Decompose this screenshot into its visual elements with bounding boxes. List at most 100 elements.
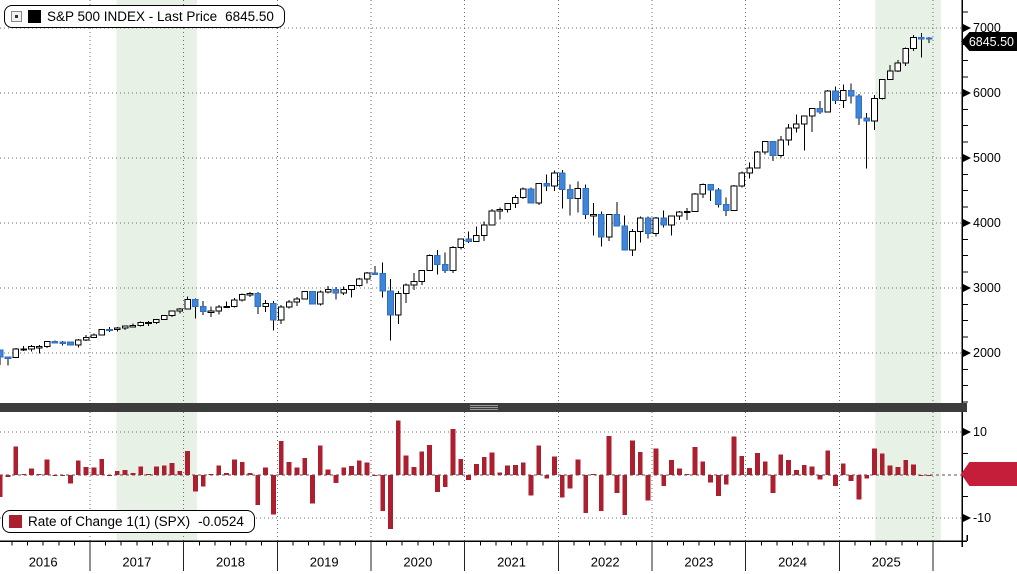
roc-bar: [388, 475, 393, 529]
roc-bar: [380, 475, 386, 512]
candle-body: [637, 217, 644, 232]
candle-body: [309, 291, 316, 305]
roc-bar: [153, 466, 159, 475]
candle-body: [441, 263, 449, 271]
candle-body: [457, 238, 465, 249]
roc-bar: [395, 420, 401, 475]
roc-bar: [263, 467, 269, 475]
roc-bar: [341, 467, 347, 475]
roc-bar: [653, 448, 659, 475]
roc-bar: [926, 475, 932, 476]
roc-bar: [559, 475, 565, 498]
candle-body: [894, 62, 902, 72]
candle-body: [512, 196, 519, 205]
roc-bar: [794, 470, 799, 475]
roc-bar: [0, 475, 3, 497]
roc-bar: [294, 467, 300, 475]
roc-bar: [879, 453, 885, 475]
candle-body: [855, 95, 863, 119]
candle-body: [426, 255, 433, 271]
roc-series-legend[interactable]: Rate of Change 1(1) (SPX) -0.0524: [2, 510, 255, 533]
roc-bar: [630, 440, 635, 475]
roc-bar: [528, 475, 534, 496]
candle-body: [20, 348, 27, 351]
candle-body: [410, 281, 418, 286]
roc-bar: [310, 475, 315, 504]
candle-body: [621, 225, 629, 251]
roc-bar: [864, 475, 870, 479]
roc-bar: [239, 461, 245, 475]
roc-bar: [161, 465, 167, 475]
candle-body: [676, 211, 683, 217]
roc-bar: [216, 465, 222, 475]
roc-bar: [44, 459, 50, 475]
legend-collapse-icon[interactable]: [11, 11, 22, 22]
candle-body: [808, 107, 816, 117]
roc-bar: [255, 475, 261, 505]
candle-body: [683, 210, 691, 214]
roc-bar: [442, 475, 448, 487]
candle-body: [114, 327, 121, 330]
roc-bar: [505, 465, 511, 475]
roc-bar: [918, 475, 924, 476]
roc-value-tag: [961, 462, 1017, 486]
candle-body: [90, 334, 98, 338]
roc-bar: [645, 475, 651, 501]
candle-body: [129, 325, 137, 328]
price-axis-label: 6000: [973, 86, 1001, 100]
main-series-label: S&P 500 INDEX - Last Price: [47, 9, 218, 24]
candle-body: [871, 98, 878, 122]
last-price-tag: 6845.50: [961, 32, 1017, 51]
roc-bar: [692, 447, 698, 475]
roc-bar: [887, 465, 893, 475]
axis-arrow-icon: [963, 219, 971, 227]
roc-bar: [458, 459, 464, 475]
candle-body: [769, 140, 777, 157]
roc-bar: [755, 452, 760, 475]
roc-bar: [661, 475, 667, 487]
candle-body: [168, 310, 176, 317]
roc-bar: [185, 450, 190, 475]
roc-bar: [489, 452, 495, 475]
candle-body: [106, 328, 113, 332]
candle-body: [418, 269, 426, 283]
candle-body: [379, 272, 387, 292]
roc-bar: [247, 473, 253, 475]
roc-bar: [419, 451, 425, 475]
candle-body: [473, 234, 480, 243]
roc-bar: [75, 460, 81, 475]
roc-bar: [36, 474, 42, 475]
roc-bar: [434, 475, 440, 492]
candle-body: [582, 188, 589, 215]
roc-bar: [411, 467, 417, 475]
candle-body: [707, 184, 714, 191]
roc-bar: [169, 462, 175, 475]
main-series-legend[interactable]: S&P 500 INDEX - Last Price 6845.50: [4, 5, 285, 28]
roc-bar: [13, 446, 19, 475]
roc-series-swatch: [9, 515, 22, 528]
roc-bar: [911, 464, 916, 475]
roc-bar: [317, 445, 323, 475]
roc-bar: [833, 475, 838, 486]
candle-body: [348, 285, 355, 290]
roc-bar: [271, 475, 276, 515]
roc-series-label: Rate of Change 1(1) (SPX): [28, 514, 191, 529]
candle-body: [176, 308, 184, 312]
candle-body: [496, 209, 504, 212]
candle-body: [761, 140, 769, 153]
pane-resize-handle[interactable]: [0, 403, 967, 412]
roc-bar: [856, 475, 862, 500]
candle-body: [262, 303, 269, 308]
candle-body: [691, 193, 699, 212]
x-axis-year-label: 2021: [497, 554, 526, 569]
candle-body: [746, 167, 753, 174]
candle-body: [231, 299, 238, 307]
roc-bar: [5, 475, 11, 477]
candle-body: [504, 203, 511, 211]
x-axis-year-label: 2019: [310, 554, 339, 569]
roc-axis-label: -10: [973, 511, 991, 525]
candle-body: [785, 127, 792, 141]
candle-body: [574, 188, 582, 200]
candle-body: [597, 213, 605, 238]
